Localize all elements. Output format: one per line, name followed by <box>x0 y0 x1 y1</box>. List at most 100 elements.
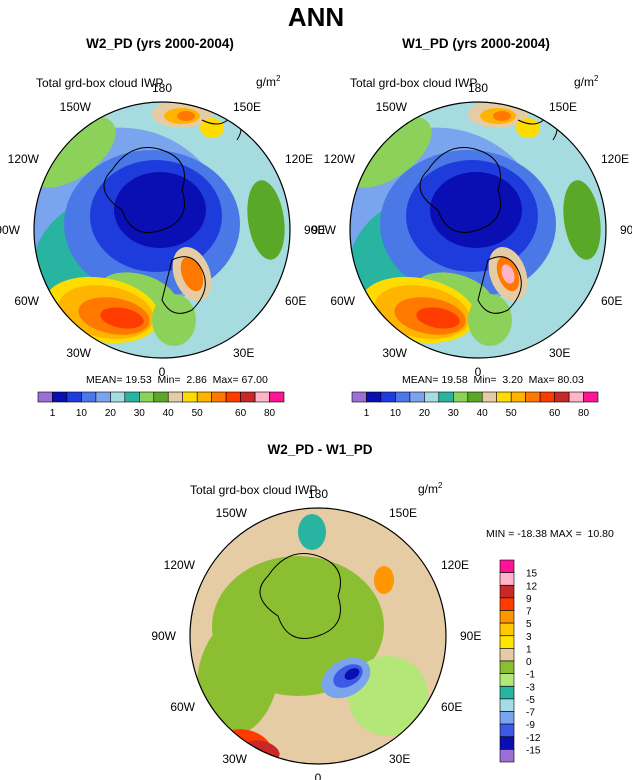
field-region <box>180 256 204 292</box>
longitude-label: 180 <box>308 487 328 501</box>
colorbar-tick-label: 20 <box>419 408 431 419</box>
field-region <box>344 668 360 680</box>
colorbar-tick-label: 80 <box>264 408 276 419</box>
longitude-label: 120W <box>8 152 40 166</box>
longitude-label: 150E <box>389 506 417 520</box>
longitude-label: 60E <box>601 294 622 308</box>
field-region <box>200 118 224 138</box>
field-region <box>34 116 116 188</box>
colorbar-tick-label: 80 <box>578 408 590 419</box>
colorbar-tick-label: -12 <box>526 733 541 744</box>
colorbar-tick-label: -3 <box>526 682 535 693</box>
field-region <box>298 514 326 550</box>
colorbar-tick-label: 0 <box>526 657 532 668</box>
colorbar-swatch <box>499 635 515 649</box>
longitude-label: 120E <box>285 152 313 166</box>
longitude-label: 150W <box>216 506 248 520</box>
longitude-label: 90W <box>311 223 336 237</box>
colorbar-swatch <box>37 391 53 403</box>
colorbar-swatch <box>499 622 515 636</box>
colorbar-tick-label: 9 <box>526 594 532 605</box>
longitude-label: 90E <box>460 629 481 643</box>
colorbar-swatch <box>499 648 515 662</box>
longitude-label: 90E <box>620 223 632 237</box>
colorbar-swatch <box>351 391 367 403</box>
longitude-label: 150E <box>549 100 577 114</box>
colorbar-swatch <box>196 391 212 403</box>
colorbar-swatch <box>182 391 198 403</box>
colorbar-swatch <box>95 391 111 403</box>
field-region <box>100 307 144 329</box>
colorbar-swatch <box>499 749 515 763</box>
panel-title-w2: W2_PD (yrs 2000-2004) <box>86 36 234 51</box>
longitude-label: 30E <box>549 346 570 360</box>
colorbar-swatch <box>499 584 515 599</box>
colorbar-swatch <box>583 391 599 403</box>
colorbar-swatch <box>510 391 527 403</box>
colorbar-tick-label: 30 <box>134 408 146 419</box>
field-region <box>468 294 512 346</box>
colorbar-swatch <box>81 391 97 403</box>
colorbar-swatch <box>539 391 555 403</box>
longitude-label: 30W <box>222 752 247 766</box>
coastline <box>419 147 501 233</box>
colorbar-tick-label: 10 <box>76 408 88 419</box>
variable-label-w2: Total grd-box cloud IWP <box>36 76 164 90</box>
longitude-label: 30W <box>382 346 407 360</box>
longitude-label: 150W <box>376 100 408 114</box>
units-label-diff: g/m2 <box>418 481 443 496</box>
colorbar-tick-label: -15 <box>526 745 541 756</box>
colorbar-swatch <box>525 391 541 403</box>
colorbar-tick-label: 40 <box>163 408 175 419</box>
longitude-label: 120E <box>441 558 469 572</box>
colorbar-swatch <box>499 673 515 687</box>
longitude-label: 60W <box>170 700 195 714</box>
longitude-label: 150E <box>233 100 261 114</box>
colorbar-tick-label: 60 <box>549 408 561 419</box>
longitude-label: 30E <box>233 346 254 360</box>
colorbar-tick-label: 10 <box>390 408 402 419</box>
coastline <box>103 147 185 233</box>
longitude-label: 0 <box>315 771 322 780</box>
iwp-field <box>34 102 290 358</box>
stats-label-w2: MEAN= 19.53 Min= 2.86 Max= 67.00 <box>86 374 268 386</box>
colorbar-swatch <box>499 597 515 611</box>
field-region <box>350 116 432 188</box>
longitude-label: 0 <box>159 365 166 379</box>
colorbar-swatch <box>139 391 155 403</box>
colorbar-swatch <box>167 391 183 403</box>
longitude-label: 90W <box>151 629 176 643</box>
colorbar-swatch <box>499 660 515 674</box>
colorbar-swatch <box>438 391 454 403</box>
colorbar-swatch <box>499 559 515 573</box>
field-region <box>416 307 460 329</box>
longitude-label: 150W <box>60 100 92 114</box>
map-border <box>189 507 447 765</box>
longitude-label: 30E <box>389 752 410 766</box>
colorbar-swatch <box>110 391 126 403</box>
colorbar-tick-label: -7 <box>526 708 535 719</box>
colorbar-tick-label: 30 <box>448 408 460 419</box>
field-region <box>114 172 206 248</box>
longitude-label: 90W <box>0 223 21 237</box>
colorbar-swatch <box>467 391 483 403</box>
stats-label-diff: MIN = -18.38 MAX = 10.80 <box>486 528 614 540</box>
colorbar-tick-label: -5 <box>526 695 535 706</box>
colorbar-swatch <box>499 610 515 624</box>
longitude-label: 180 <box>152 81 172 95</box>
longitude-label: 120W <box>324 152 356 166</box>
colorbar-swatch <box>554 391 570 403</box>
longitude-label: 60E <box>441 700 462 714</box>
colorbar-swatch <box>499 685 515 700</box>
colorbar-swatch <box>254 391 270 403</box>
field-region <box>430 172 522 248</box>
colorbar-swatch <box>240 391 256 403</box>
colorbar-swatch <box>499 736 515 750</box>
colorbar-swatch <box>52 391 68 403</box>
field-region <box>374 566 394 594</box>
colorbar-swatch <box>225 391 241 403</box>
colorbar-swatch <box>452 391 469 403</box>
colorbar-swatch <box>269 391 285 403</box>
colorbar-swatch <box>66 391 82 403</box>
colorbar-swatch <box>380 391 396 403</box>
